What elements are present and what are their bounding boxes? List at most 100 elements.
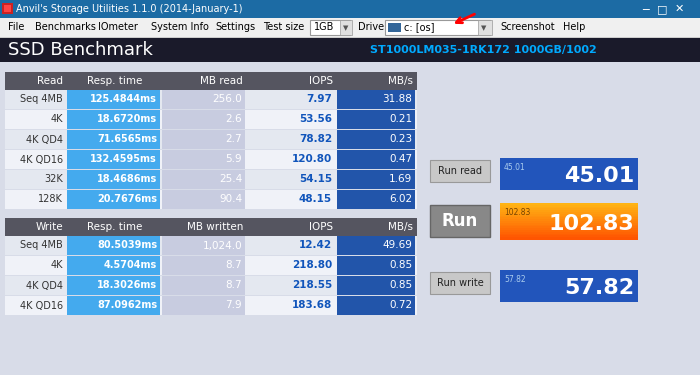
Text: IOmeter: IOmeter	[98, 22, 138, 32]
Bar	[162, 190, 245, 209]
Text: ─: ─	[642, 4, 648, 14]
Bar	[162, 296, 245, 315]
Bar	[500, 225, 638, 227]
Bar	[500, 221, 638, 223]
Bar	[247, 110, 335, 129]
Text: 54.15: 54.15	[299, 174, 332, 184]
Bar	[500, 207, 638, 209]
Text: IOPS: IOPS	[309, 76, 333, 86]
Bar	[500, 234, 638, 236]
Text: 8.7: 8.7	[225, 280, 242, 291]
Text: MB/s: MB/s	[388, 222, 413, 232]
Text: 80.5039ms: 80.5039ms	[97, 240, 157, 250]
Text: 1,024.0: 1,024.0	[202, 240, 242, 250]
Bar	[5, 256, 417, 275]
Text: SSD Benchmark: SSD Benchmark	[8, 41, 153, 59]
Bar	[337, 276, 415, 295]
Text: 218.55: 218.55	[292, 280, 332, 291]
Bar	[0, 0, 700, 18]
Bar	[5, 276, 417, 295]
Bar	[67, 296, 160, 315]
Text: 25.4: 25.4	[218, 174, 242, 184]
Bar	[500, 214, 638, 216]
Bar	[162, 110, 245, 129]
Text: 7.9: 7.9	[225, 300, 242, 310]
Bar	[5, 130, 417, 149]
Text: 102.83: 102.83	[548, 214, 634, 234]
Text: Seq 4MB: Seq 4MB	[20, 240, 63, 250]
Text: Write: Write	[36, 222, 63, 232]
Text: Drive: Drive	[358, 22, 384, 32]
Text: Benchmarks: Benchmarks	[35, 22, 96, 32]
Text: 18.4686ms: 18.4686ms	[97, 174, 157, 184]
Text: Screenshot: Screenshot	[500, 22, 554, 32]
Bar	[0, 38, 700, 62]
Text: 4K QD4: 4K QD4	[26, 280, 63, 291]
Text: ST1000LM035-1RK172 1000GB/1002: ST1000LM035-1RK172 1000GB/1002	[370, 45, 596, 55]
Bar	[0, 37, 700, 38]
Text: 0.21: 0.21	[389, 114, 412, 125]
Bar	[430, 205, 490, 237]
Bar	[500, 226, 638, 229]
Text: ✕: ✕	[674, 4, 684, 14]
Bar	[5, 190, 417, 209]
Text: Anvil's Storage Utilities 1.1.0 (2014-January-1): Anvil's Storage Utilities 1.1.0 (2014-Ja…	[16, 4, 242, 14]
Bar	[67, 170, 160, 189]
Bar	[162, 276, 245, 295]
Bar	[247, 296, 335, 315]
Bar	[5, 72, 417, 90]
Bar	[430, 272, 490, 294]
Bar	[500, 216, 638, 218]
Text: 2.6: 2.6	[225, 114, 242, 125]
Bar	[4, 5, 11, 12]
Bar	[162, 130, 245, 149]
Bar	[67, 90, 160, 109]
Text: 125.4844ms: 125.4844ms	[90, 94, 157, 105]
Text: 7.97: 7.97	[306, 94, 332, 105]
Text: Seq 4MB: Seq 4MB	[20, 94, 63, 105]
Bar	[0, 62, 700, 375]
Bar	[5, 296, 417, 315]
Text: 6.02: 6.02	[389, 195, 412, 204]
Text: MB written: MB written	[187, 222, 243, 232]
Text: 31.88: 31.88	[382, 94, 412, 105]
Text: 18.3026ms: 18.3026ms	[97, 280, 157, 291]
Bar	[337, 236, 415, 255]
Bar	[247, 130, 335, 149]
Text: 0.47: 0.47	[389, 154, 412, 165]
Bar	[67, 150, 160, 169]
Bar	[5, 236, 417, 255]
Bar	[247, 90, 335, 109]
Text: Run write: Run write	[437, 278, 484, 288]
Text: 71.6565ms: 71.6565ms	[97, 135, 157, 144]
Text: 4K QD16: 4K QD16	[20, 154, 63, 165]
Text: 53.56: 53.56	[299, 114, 332, 125]
Text: 8.7: 8.7	[225, 261, 242, 270]
Text: ▼: ▼	[343, 25, 349, 31]
Bar	[247, 256, 335, 275]
Text: 57.82: 57.82	[564, 278, 634, 298]
Bar	[67, 276, 160, 295]
Bar	[67, 110, 160, 129]
Bar	[247, 276, 335, 295]
Bar	[5, 218, 417, 236]
Text: 4K QD4: 4K QD4	[26, 135, 63, 144]
Bar	[337, 150, 415, 169]
Text: □: □	[657, 4, 667, 14]
Bar	[67, 236, 160, 255]
Bar	[247, 170, 335, 189]
Text: 20.7676ms: 20.7676ms	[97, 195, 157, 204]
Text: 78.82: 78.82	[299, 135, 332, 144]
Bar	[67, 130, 160, 149]
Text: 45.01: 45.01	[504, 163, 526, 172]
Text: 4K: 4K	[50, 114, 63, 125]
Text: 0.72: 0.72	[389, 300, 412, 310]
Bar	[337, 90, 415, 109]
Bar	[388, 23, 401, 32]
Text: IOPS: IOPS	[309, 222, 333, 232]
Bar	[247, 190, 335, 209]
Text: 120.80: 120.80	[292, 154, 332, 165]
Text: 87.0962ms: 87.0962ms	[97, 300, 157, 310]
Text: 32K: 32K	[44, 174, 63, 184]
Bar	[500, 209, 638, 211]
